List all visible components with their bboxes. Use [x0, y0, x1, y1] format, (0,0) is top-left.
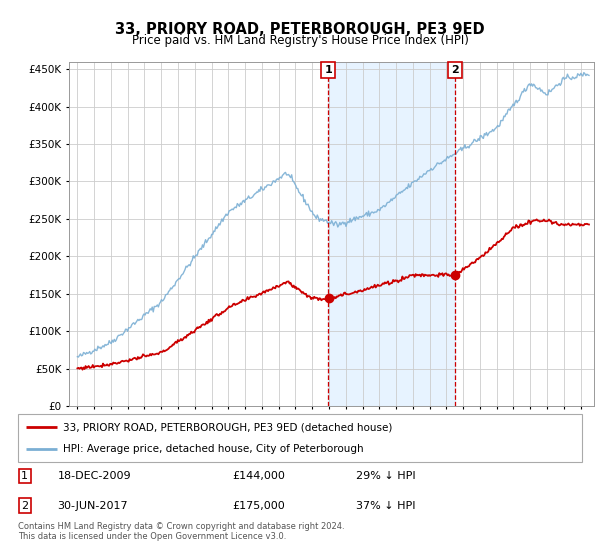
Text: 1: 1 — [325, 65, 332, 75]
Text: £175,000: £175,000 — [232, 501, 285, 511]
Text: 33, PRIORY ROAD, PETERBOROUGH, PE3 9ED: 33, PRIORY ROAD, PETERBOROUGH, PE3 9ED — [115, 22, 485, 38]
Text: 33, PRIORY ROAD, PETERBOROUGH, PE3 9ED (detached house): 33, PRIORY ROAD, PETERBOROUGH, PE3 9ED (… — [63, 422, 392, 432]
Text: 18-DEC-2009: 18-DEC-2009 — [58, 471, 131, 481]
Text: 2: 2 — [451, 65, 458, 75]
Bar — [328, 62, 455, 406]
Text: Price paid vs. HM Land Registry's House Price Index (HPI): Price paid vs. HM Land Registry's House … — [131, 34, 469, 46]
Text: £144,000: £144,000 — [232, 471, 285, 481]
Text: Contains HM Land Registry data © Crown copyright and database right 2024.
This d: Contains HM Land Registry data © Crown c… — [18, 522, 344, 542]
Text: 37% ↓ HPI: 37% ↓ HPI — [356, 501, 416, 511]
Text: 2: 2 — [21, 501, 28, 511]
Text: HPI: Average price, detached house, City of Peterborough: HPI: Average price, detached house, City… — [63, 444, 364, 454]
Text: 29% ↓ HPI: 29% ↓ HPI — [356, 471, 416, 481]
Text: 1: 1 — [21, 471, 28, 481]
Text: 30-JUN-2017: 30-JUN-2017 — [58, 501, 128, 511]
